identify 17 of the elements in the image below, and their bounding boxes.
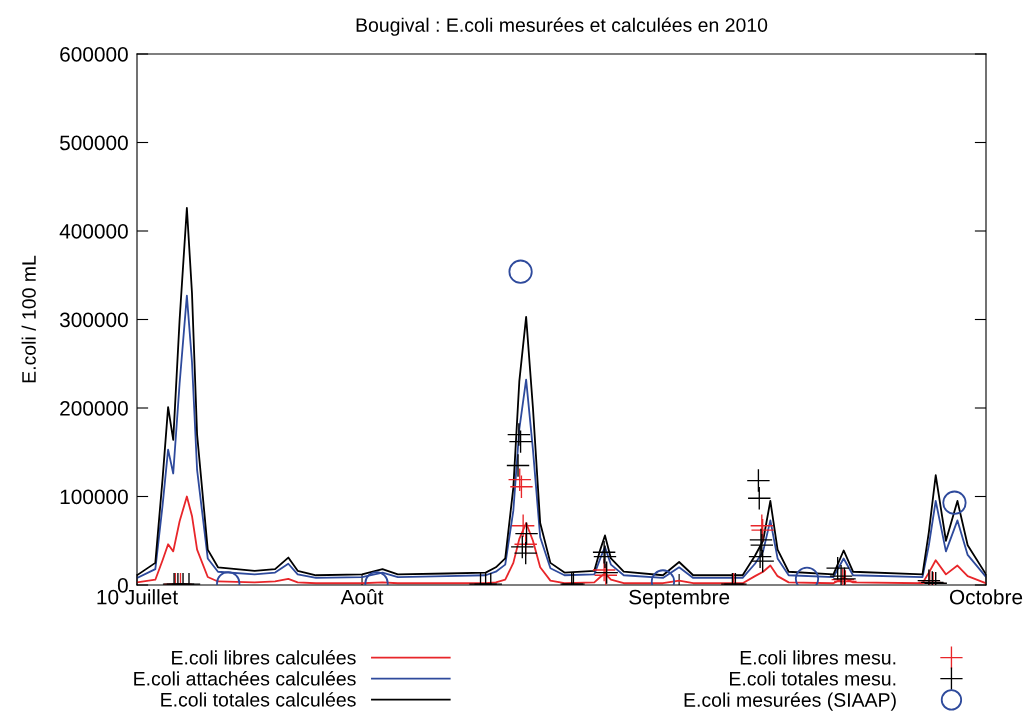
- legend-label: E.coli libres calculées: [172, 650, 356, 665]
- y-tick-label: 400000: [59, 224, 128, 239]
- x-tick-label: Octobre: [949, 589, 1023, 605]
- y-tick-label: 500000: [59, 135, 128, 151]
- legend-label: E.coli libres mesu.: [740, 650, 896, 665]
- legend-label: E.coli mesurées (SIAAP): [684, 692, 896, 711]
- x-tick-label: Septembre: [629, 589, 730, 609]
- chart-title: Bougival : E.coli mesurées et calculées en 2010: [356, 17, 768, 36]
- x-tick-label: Août: [340, 589, 384, 605]
- y-tick-label: 200000: [60, 401, 128, 416]
- legend-label: E.coli attachées calculées: [134, 671, 356, 686]
- y-tick-label: 300000: [59, 312, 128, 328]
- y-axis-title: E.coli / 100 mL: [21, 255, 36, 383]
- y-tick-label: 100000: [60, 489, 128, 505]
- legend-label: E.coli totales mesu.: [730, 671, 896, 686]
- y-tick-label: 600000: [60, 47, 128, 62]
- legend-label: E.coli totales calculées: [161, 692, 356, 707]
